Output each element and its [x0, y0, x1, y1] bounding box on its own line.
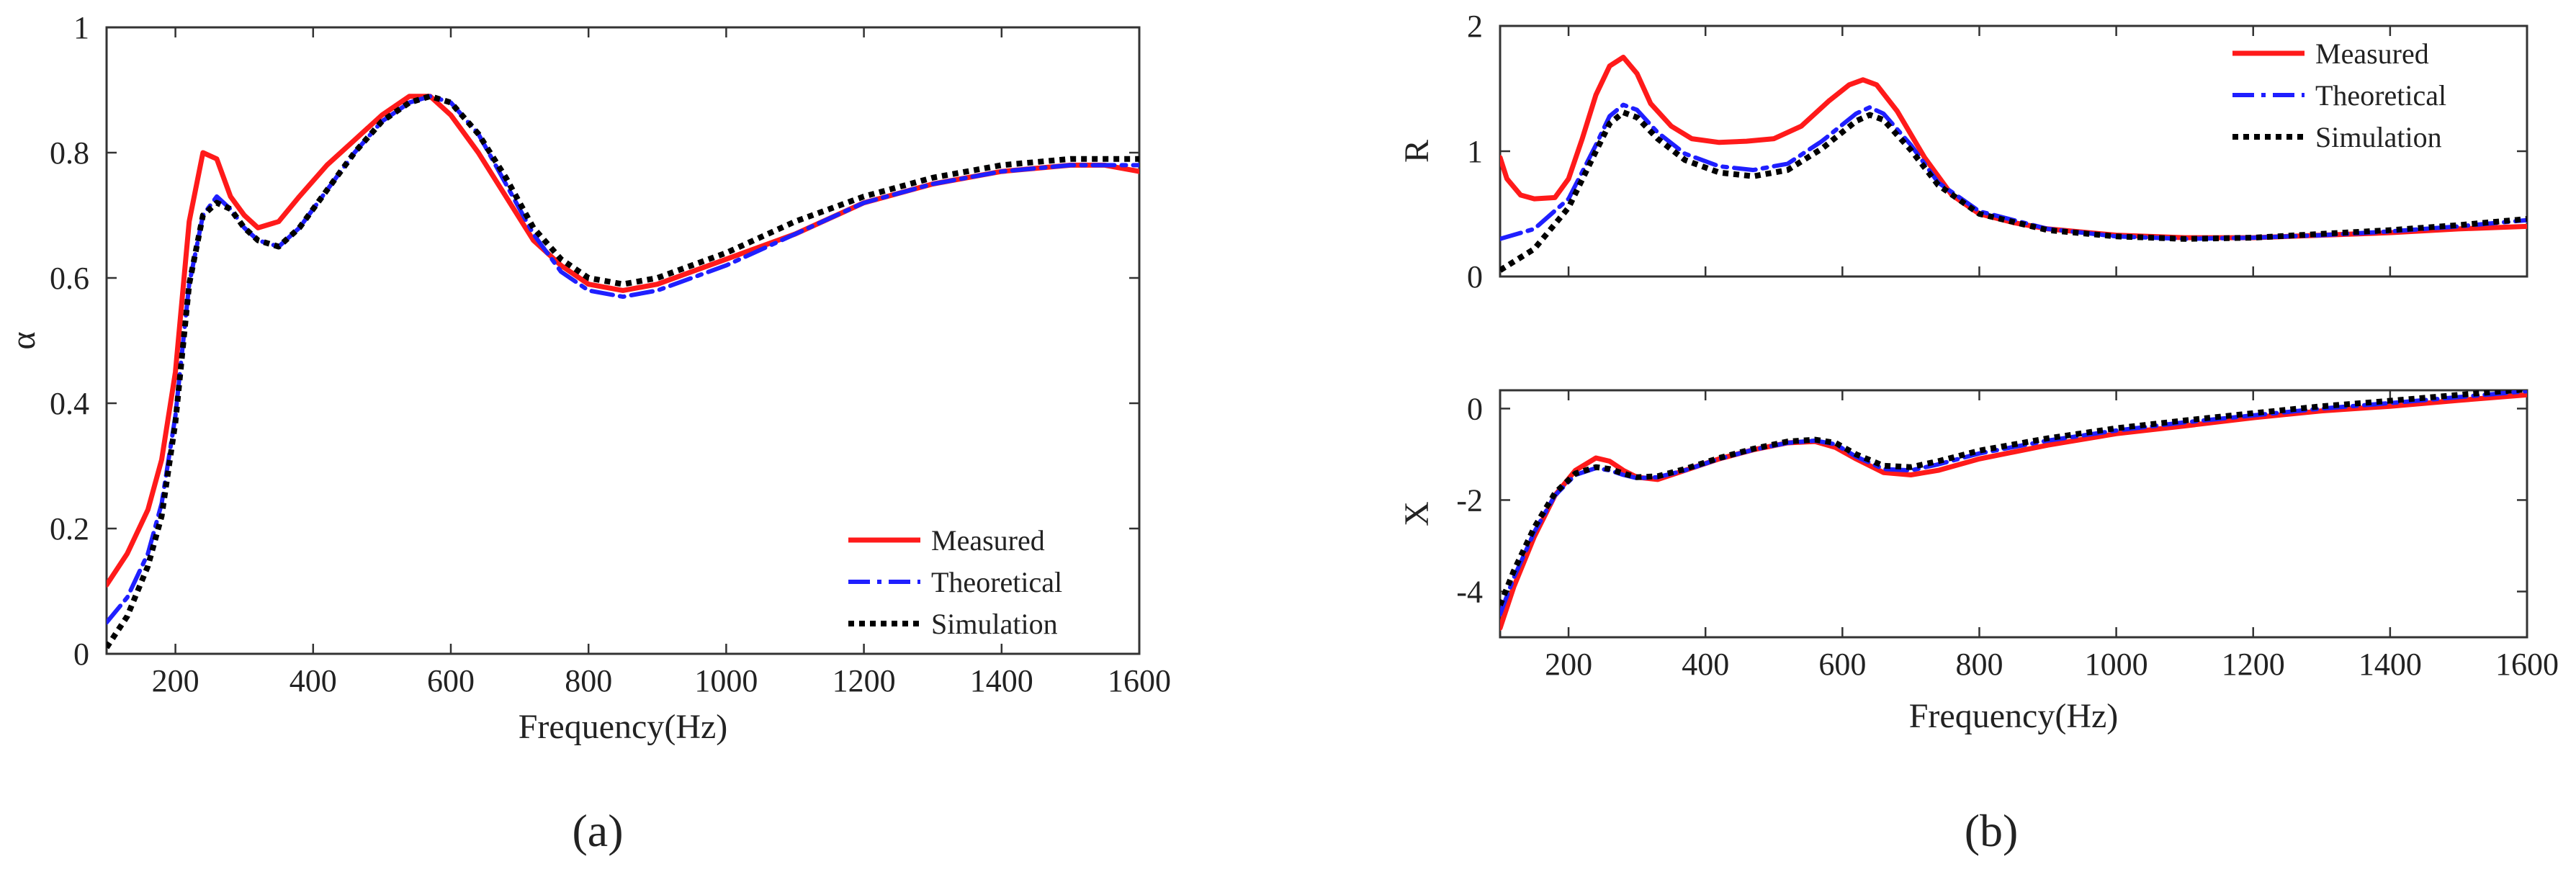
y-tick-label: 0.4	[50, 386, 89, 421]
y-tick-label: 0.8	[50, 135, 89, 171]
panel-label-a: (a)	[572, 805, 623, 856]
y-tick-label: -2	[1456, 482, 1483, 518]
x-tick-label: 1400	[970, 663, 1033, 698]
x-tick-label: 1200	[2222, 647, 2285, 682]
x-tick-label: 600	[1818, 647, 1866, 682]
plot-frame	[105, 26, 1141, 655]
x-tick-label: 600	[427, 663, 475, 698]
y-tick-label: 0	[73, 637, 89, 672]
series-line-theoretical	[1500, 390, 2527, 617]
legend-label: Measured	[2315, 37, 2429, 70]
legend-label: Measured	[931, 524, 1045, 557]
x-axis-label: Frequency(Hz)	[519, 708, 728, 746]
panel-label-b: (b)	[1965, 805, 2019, 856]
chart-a: 200 400 600 800 1000 1200 1400 1600 0 0.2 0.4 0.6 0.…	[4, 10, 1171, 746]
x-tick-label: 1000	[2085, 647, 2148, 682]
legend-label: Theoretical	[2315, 79, 2446, 112]
y-tick-label: 0.6	[50, 261, 89, 296]
y-tick-label: -4	[1456, 574, 1483, 609]
y-tick-label: 0	[1467, 391, 1483, 426]
x-axis-label: Frequency(Hz)	[1909, 697, 2119, 735]
x-tick-label: 400	[290, 663, 337, 698]
x-tick-label: 1200	[833, 663, 896, 698]
series-line-simulation	[107, 93, 1139, 649]
x-tick-label: 800	[1955, 647, 2003, 682]
series-line-theoretical	[1500, 102, 2527, 241]
plot-frame	[1499, 389, 2528, 639]
x-tick-label: 800	[565, 663, 612, 698]
legend: Measured Theoretical Simulation	[2232, 37, 2446, 153]
x-tick-label: 1600	[1108, 663, 1171, 698]
y-tick-label: 0	[1467, 259, 1483, 295]
series-line-measured	[1500, 392, 2527, 631]
y-axis-label: R	[1398, 140, 1436, 163]
y-tick-label: 0.2	[50, 511, 89, 547]
series-line-measured	[107, 94, 1139, 588]
y-tick-label: 2	[1467, 9, 1483, 44]
series-line-theoretical	[107, 94, 1139, 625]
series-line-simulation	[1500, 390, 2527, 606]
legend: Measured Theoretical Simulation	[848, 524, 1062, 640]
y-tick-label: 1	[73, 10, 89, 45]
legend-label: Theoretical	[931, 566, 1062, 598]
y-tick-label: 1	[1467, 134, 1483, 169]
legend-label: Simulation	[931, 608, 1058, 640]
chart-b-resistance: 0 1 2 R Measured Theoretical Simulation	[1398, 9, 2528, 295]
x-tick-label: 400	[1682, 647, 1729, 682]
x-tick-label: 1400	[2359, 647, 2422, 682]
x-tick-label: 1600	[2495, 647, 2559, 682]
chart-b-reactance: 200 400 600 800 1000 1200 1400 1600 -4 -2 0 Frequen…	[1398, 389, 2559, 735]
legend-label: Simulation	[2315, 121, 2442, 153]
x-tick-label: 200	[152, 663, 199, 698]
y-axis-label: α	[4, 331, 42, 349]
x-tick-label: 1000	[694, 663, 758, 698]
x-tick-label: 200	[1545, 647, 1592, 682]
y-axis-label: X	[1398, 501, 1436, 526]
